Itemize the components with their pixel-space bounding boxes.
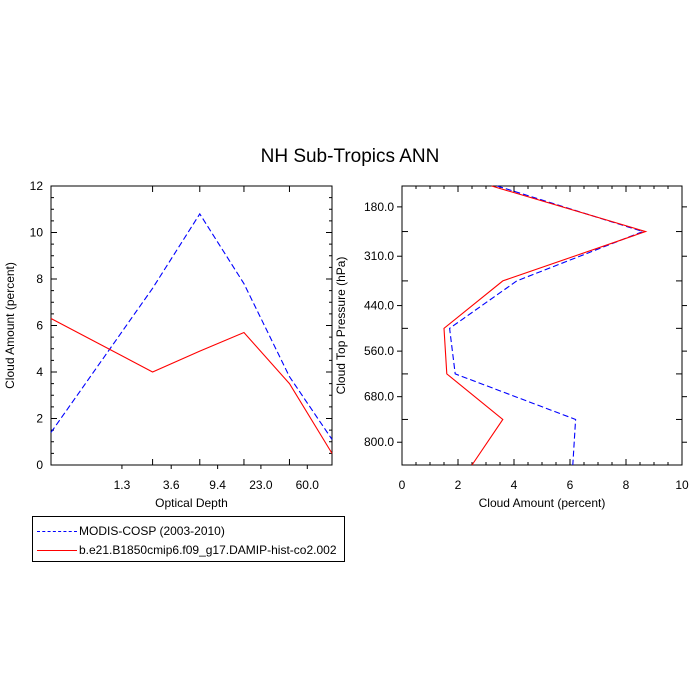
right-xtick-label: 10 <box>675 478 689 492</box>
left-ytick-label: 2 <box>36 412 43 426</box>
left-ytick-label: 12 <box>30 179 44 193</box>
right-ytick-label: 560.0 <box>364 344 394 358</box>
legend-label-obs: MODIS-COSP (2003-2010) <box>79 524 225 538</box>
left-xtick-label: 9.4 <box>209 478 226 492</box>
right-xtick-label: 8 <box>623 478 630 492</box>
right-xtick-label: 2 <box>455 478 462 492</box>
left-xtick-label: 60.0 <box>296 478 320 492</box>
legend-swatch-model <box>37 549 77 551</box>
left-xtick-label: 3.6 <box>163 478 180 492</box>
right-ytick-label: 180.0 <box>364 200 394 214</box>
left-xtick-label: 23.0 <box>249 478 273 492</box>
left-ytick-label: 4 <box>36 365 43 379</box>
right-xtick-label: 0 <box>399 478 406 492</box>
left-ytick-label: 6 <box>36 319 43 333</box>
right-ytick-label: 310.0 <box>364 249 394 263</box>
left-ytick-label: 8 <box>36 272 43 286</box>
left-ytick-label: 0 <box>36 458 43 472</box>
right-series-obs-line <box>449 185 645 466</box>
legend-item-model: b.e21.B1850cmip6.f09_g17.DAMIP-hist-co2.… <box>37 541 337 559</box>
right-plot-frame <box>401 185 683 466</box>
left-series-obs-line <box>50 212 333 440</box>
right-yaxis-title: Cloud Top Pressure (hPa) <box>334 257 348 395</box>
right-xtick-label: 4 <box>511 478 518 492</box>
right-xaxis-title: Cloud Amount (percent) <box>479 496 606 510</box>
chart-title: NH Sub-Tropics ANN <box>260 146 440 167</box>
right-series-model-line <box>443 185 648 466</box>
right-ytick-label: 440.0 <box>364 299 394 313</box>
legend-swatch-obs <box>37 530 77 532</box>
left-ytick-label: 10 <box>30 226 44 240</box>
right-ytick-label: 680.0 <box>364 390 394 404</box>
left-xtick-label: 1.3 <box>114 478 131 492</box>
left-xaxis-title: Optical Depth <box>155 496 228 510</box>
legend-label-model: b.e21.B1850cmip6.f09_g17.DAMIP-hist-co2.… <box>79 543 337 557</box>
right-xtick-label: 6 <box>567 478 574 492</box>
left-series-model-line <box>50 318 333 454</box>
legend: MODIS-COSP (2003-2010) b.e21.B1850cmip6.… <box>32 516 345 562</box>
right-ytick-label: 800.0 <box>364 435 394 449</box>
left-yaxis-title: Cloud Amount (percent) <box>3 262 17 389</box>
legend-item-obs: MODIS-COSP (2003-2010) <box>37 522 225 540</box>
